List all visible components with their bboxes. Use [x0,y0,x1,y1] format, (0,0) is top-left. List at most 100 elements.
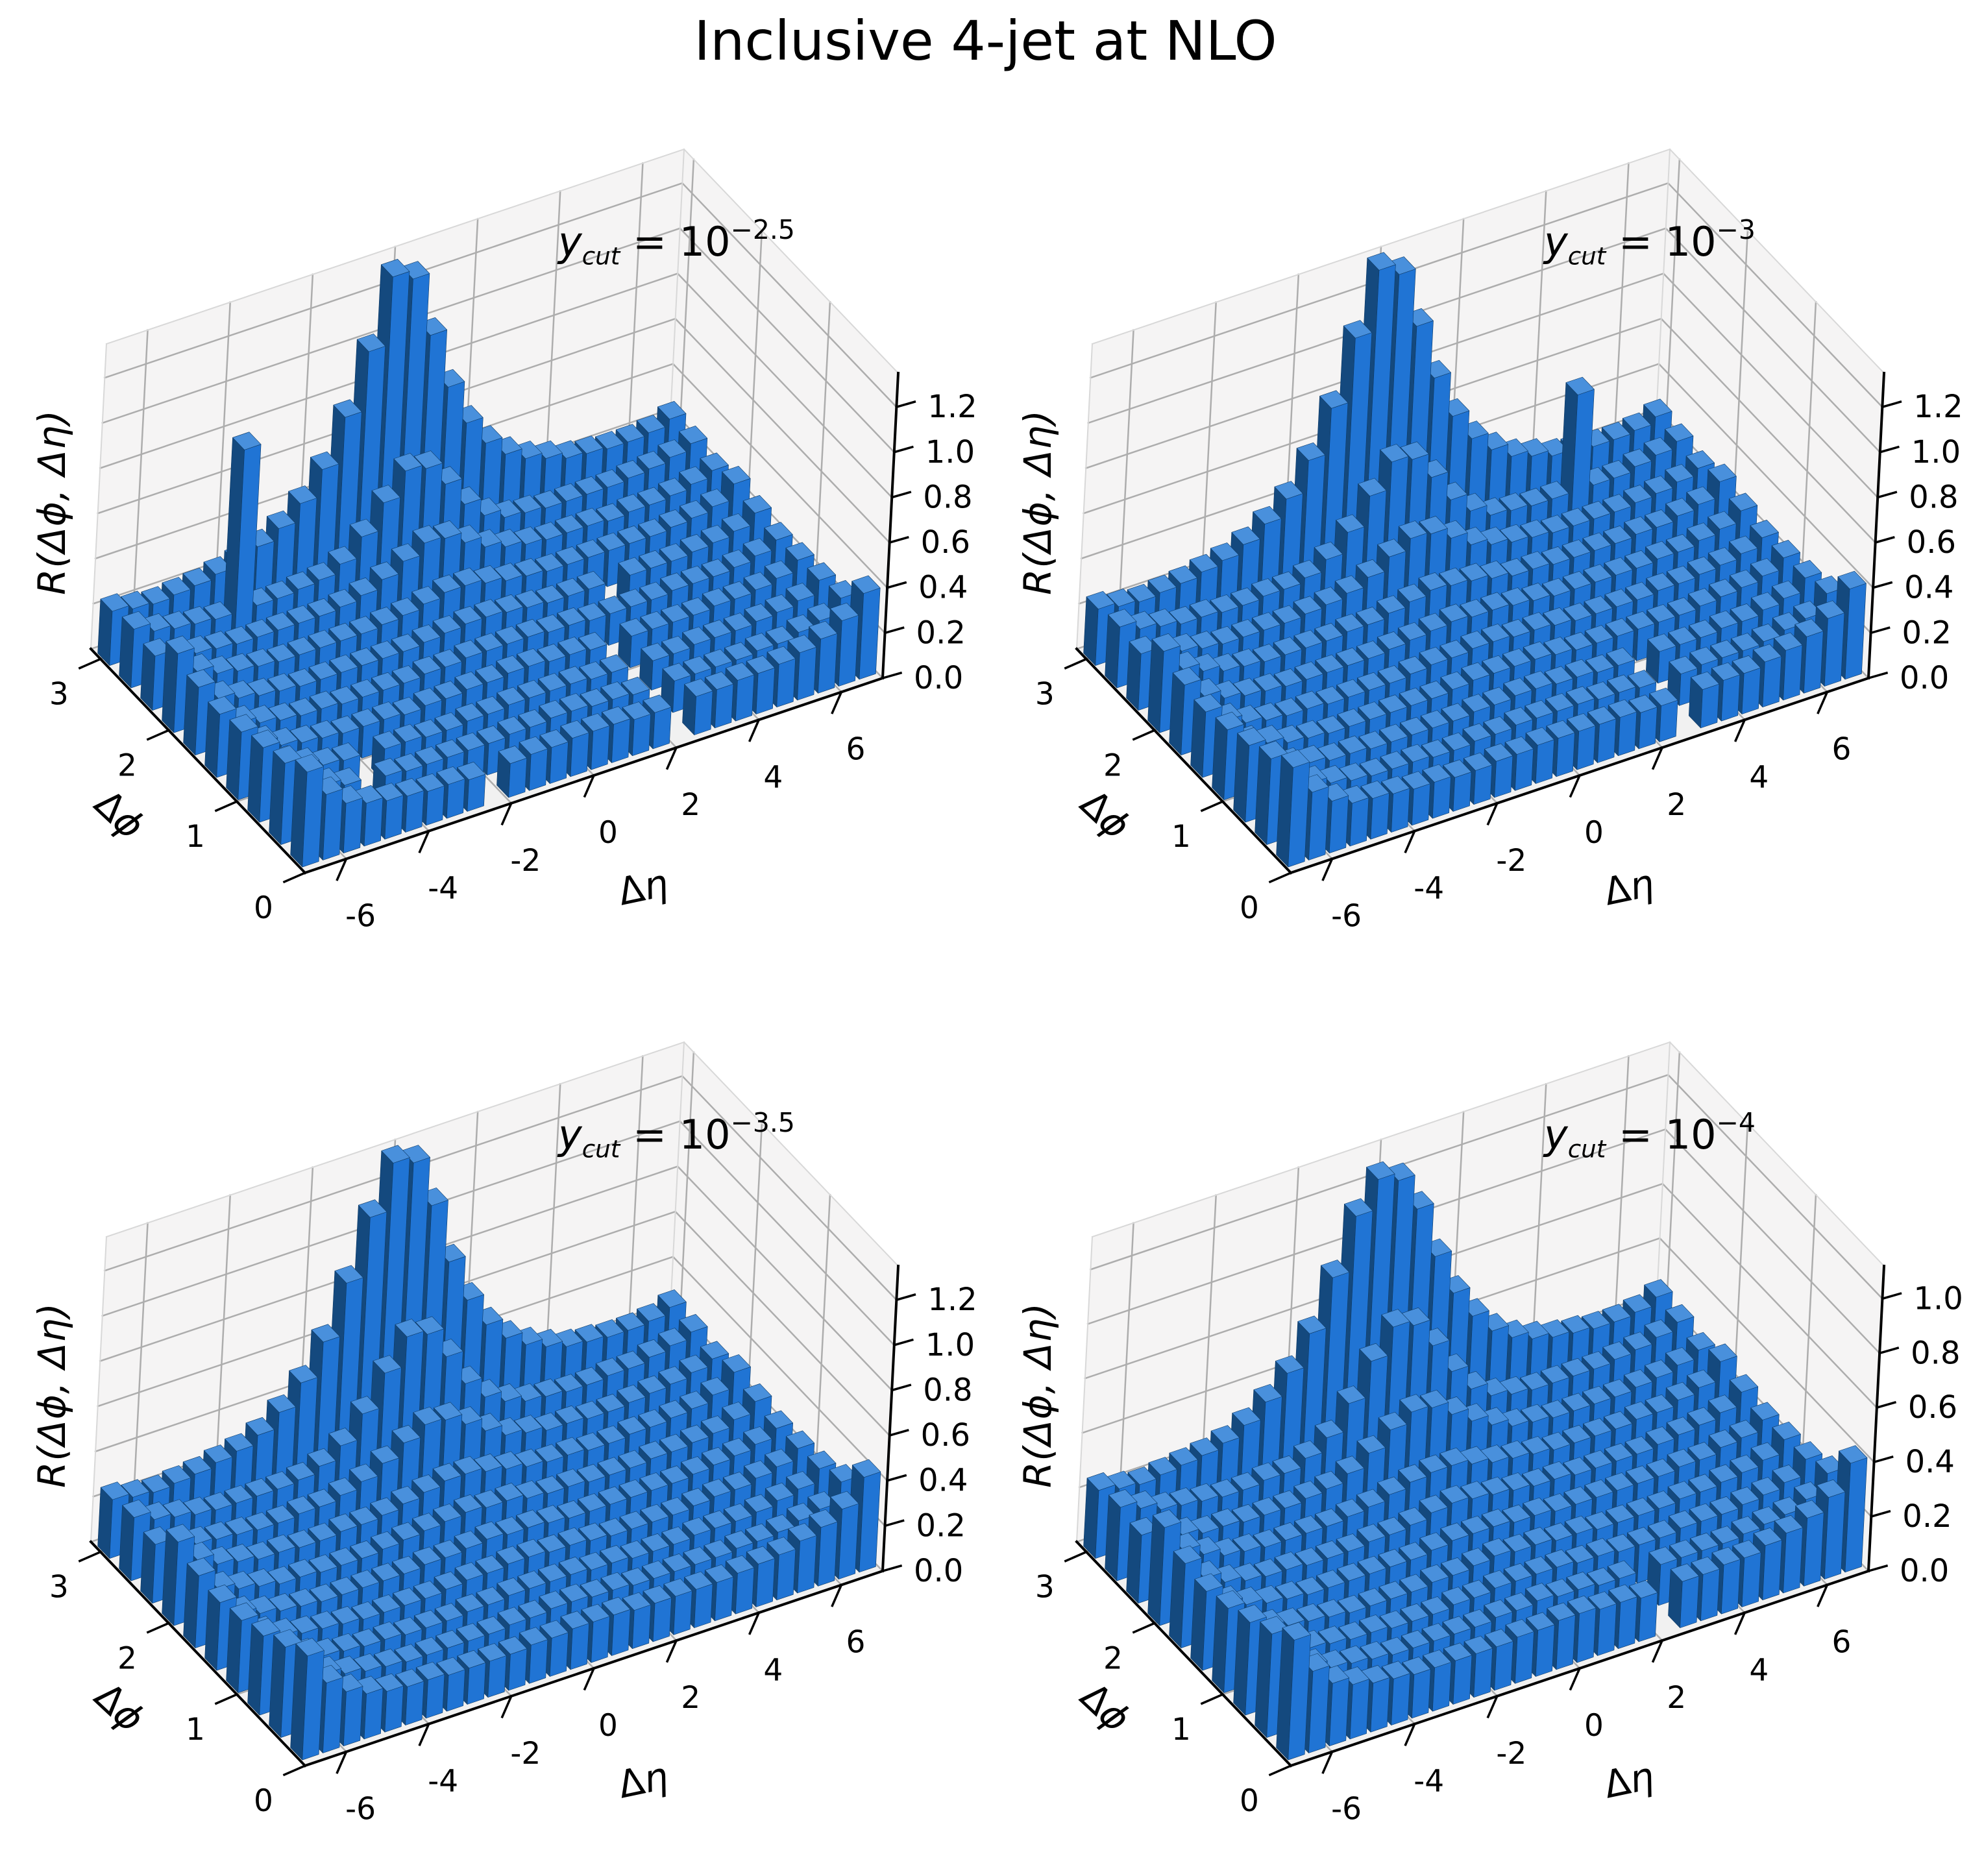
bar [694,690,713,735]
bar-top-face [1665,498,1695,517]
bar-top-face [1689,619,1718,639]
bar-top-face [1649,687,1678,706]
bar-top-face [391,543,421,562]
bar-top-face [351,708,380,727]
bar-top-face [1481,1508,1511,1528]
bar-top-face [764,522,793,541]
bar-top-face [208,696,237,715]
eta-tick-label: 0 [598,1708,618,1744]
bar-top-face [286,571,315,590]
bar-top-face [349,1463,378,1482]
bar-top-face [598,595,627,615]
bar-top-face [307,1489,337,1507]
bar-top-face [558,666,587,685]
ycut-sub: cut [582,241,620,271]
bar-top-face [1359,1343,1388,1362]
bar-top-face [1644,1279,1673,1298]
bar [570,1623,589,1670]
bar-top-face [1730,1454,1759,1473]
bar-top-face [476,725,506,744]
bar-top-face [1441,1587,1471,1605]
bar-top-face [1231,526,1260,545]
bar-top-face [515,618,545,638]
bar-top-face [330,1576,359,1596]
bar-top-face [1359,758,1389,777]
eta-tick-label: -2 [510,1736,541,1772]
bar-top-face [372,1594,401,1613]
bar-top-face [415,1637,444,1655]
bar-top-face [1665,1347,1695,1366]
bar-top-face [1190,1437,1219,1456]
bar-top-face [1251,1462,1281,1481]
eta-axis-label: Δη [614,860,672,914]
bar-top-face [1293,559,1322,578]
bar-top-face [576,1463,606,1483]
eta-tick-mark [831,1583,843,1607]
bar-top-face [743,1383,772,1402]
bar-top-face [391,597,420,616]
bar [1762,656,1782,708]
bar [1741,1552,1761,1607]
bar-top-face [350,1540,379,1559]
z-tick-label: 0.2 [1902,615,1952,651]
bar-top-face [578,1493,607,1512]
bar-top-face [1461,1515,1490,1534]
phi-axis-line [1075,1540,1293,1768]
bar-top-face [412,1513,441,1531]
bar-top-face [1546,720,1575,739]
phi-tick-mark [1268,1764,1293,1777]
bar-top-face [598,1486,628,1505]
bar-top-face [637,487,667,506]
bar-top-face [1293,629,1323,648]
bar-top-face [1583,564,1612,583]
z-tick-label: 0.0 [1900,660,1949,696]
bar-top-face [1253,643,1282,663]
bar [1535,739,1554,784]
bar-top-face [1561,1358,1590,1377]
bar-top-face [1708,463,1737,482]
bar-top-face [1357,672,1386,691]
bar-top-face [1460,630,1489,650]
eta-tick-mark [336,857,348,881]
grid-line-z-right-wall [674,317,891,544]
bar-top-face [1251,612,1281,631]
bar-top-face [1339,762,1368,781]
eta-tick-label: 4 [1749,759,1769,795]
bar-top-face [350,679,380,698]
bar-top-face [1540,515,1570,533]
bar-top-face [267,643,296,663]
bar-top-face [1381,775,1410,794]
bar-top-face [454,1494,483,1513]
ycut-mid: = 10 [620,1111,731,1158]
bar-top-face [765,594,794,613]
bar-top-face [1190,1483,1219,1502]
bar-top-face [373,1621,402,1640]
bar-top-face [393,1616,422,1635]
bar-top-face [1440,1522,1469,1541]
bar-top-face [658,1366,687,1385]
bar-top-face [267,1394,296,1413]
z-tick-mark [883,626,905,635]
bar-top-face [1358,701,1387,720]
bar-top-face [1397,583,1426,602]
bar [1783,1527,1804,1594]
bar-top-face [684,678,713,697]
plot3d-canvas-ycut-2p5: -6 -4 -2 0 2 4 6 0 1 2 3 Δη Δϕ 0.0 0.2 0.4 0.6 0.8 1.0 1.2 [49,148,977,934]
bar [549,741,569,784]
bar-top-face [328,1477,358,1496]
bar-top-face [1500,1440,1530,1459]
bar-top-face [495,1517,524,1535]
z-tick-mark [1878,1346,1900,1355]
bar-top-face [329,654,358,673]
plot3d-canvas-ycut-4: -6 -4 -2 0 2 4 6 0 1 2 3 Δη Δϕ 0.0 0.2 0.4 0.6 0.8 1.0 [1035,1041,1963,1827]
eta-tick-label: -4 [1414,871,1444,907]
bar-top-face [1667,597,1696,616]
bar [1700,683,1720,729]
bar [1721,674,1741,722]
bar-top-face [1625,1465,1655,1484]
bar-top-face [121,591,150,609]
phi-tick-mark [282,871,307,884]
ycut-exponent: −3 [1716,214,1756,246]
bar-top-face [600,1544,629,1564]
z-tick-label: 0.4 [918,1463,968,1499]
